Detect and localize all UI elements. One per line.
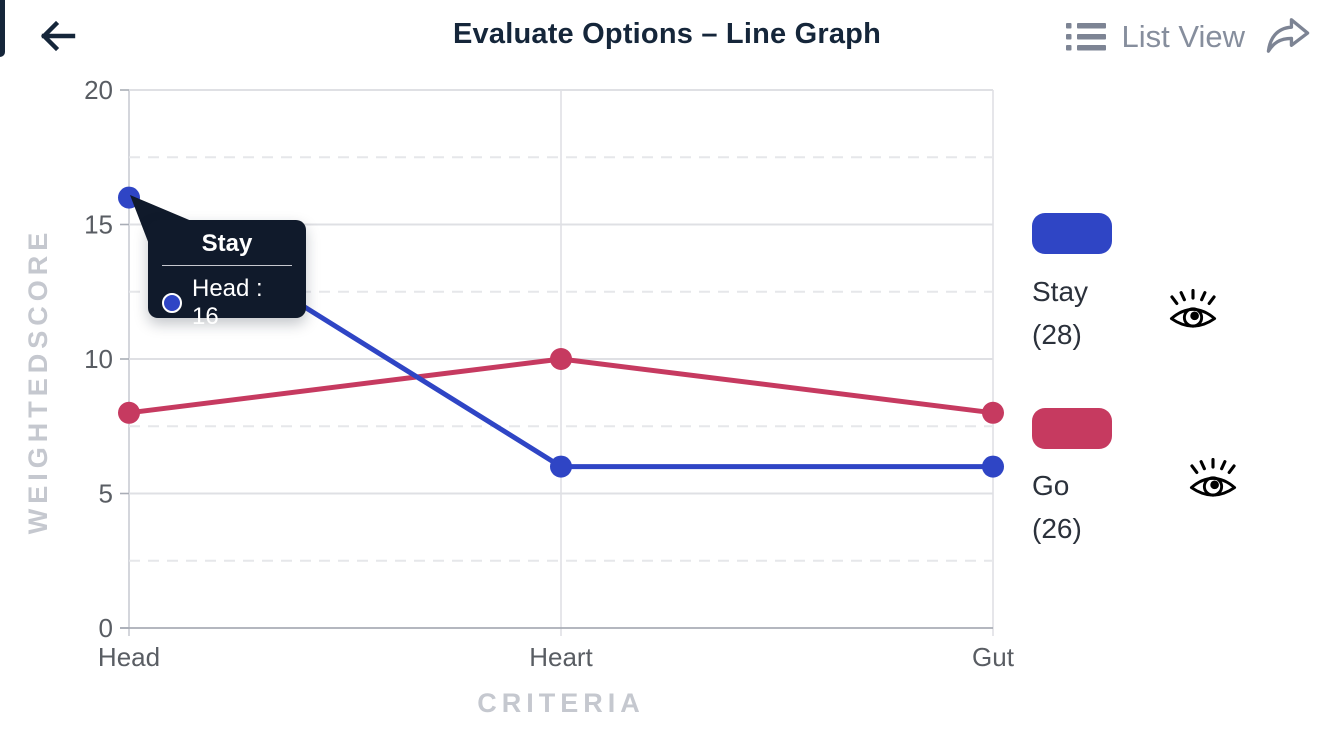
y-tick-label-15: 15 [84,210,113,240]
data-point-go-head[interactable] [118,401,140,424]
legend-count-stay: (28) [1032,319,1082,350]
x-category-label-heart: Heart [529,642,593,672]
eye-icon [1169,288,1217,328]
legend-swatch-go [1032,408,1112,449]
chart-tooltip: Stay Head : 16 [148,220,306,330]
list-view-label: List View [1121,18,1246,54]
screen-edge-sliver [0,0,5,57]
data-point-stay-heart[interactable] [550,455,572,478]
arrow-left-icon [40,20,76,51]
tooltip-series-name: Stay [201,230,253,257]
x-category-label-gut: Gut [972,642,1015,672]
header-actions: List View [1065,14,1313,59]
y-tick-label-5: 5 [99,479,113,509]
y-tick-label-20: 20 [84,75,113,105]
tooltip-value-label: Head : 16 [192,275,263,330]
data-point-stay-head[interactable] [118,186,140,209]
legend-swatch-stay [1032,213,1112,254]
visibility-toggle-stay[interactable] [1164,288,1222,335]
data-point-stay-gut[interactable] [982,455,1004,478]
legend-count-go: (26) [1032,513,1082,544]
legend-label-stay: Stay [1032,276,1089,307]
page-title: Evaluate Options – Line Graph [453,18,881,50]
back-button[interactable] [34,14,80,60]
tooltip-divider [162,265,292,266]
bulleted-list-icon [1065,22,1106,50]
x-axis-title: CRITERIA [477,688,645,718]
chart-legend: Stay (28) Go (26) [1032,213,1292,573]
y-tick-label-10: 10 [84,344,113,374]
y-axis-title: WEIGHTEDSCORE [23,228,53,535]
x-category-label-head: Head [98,642,160,672]
list-view-button[interactable]: List View [1065,18,1246,55]
data-point-go-gut[interactable] [982,401,1004,424]
y-tick-label-0: 0 [99,613,113,643]
share-button[interactable] [1265,14,1312,59]
legend-label-go: Go [1032,470,1070,501]
series-marker-dot [162,293,182,313]
tooltip-value-row: Head : 16 [162,275,292,331]
visibility-toggle-go[interactable] [1184,457,1242,504]
eye-icon [1189,457,1237,497]
share-forward-icon [1266,18,1310,53]
data-point-go-heart[interactable] [550,348,572,370]
